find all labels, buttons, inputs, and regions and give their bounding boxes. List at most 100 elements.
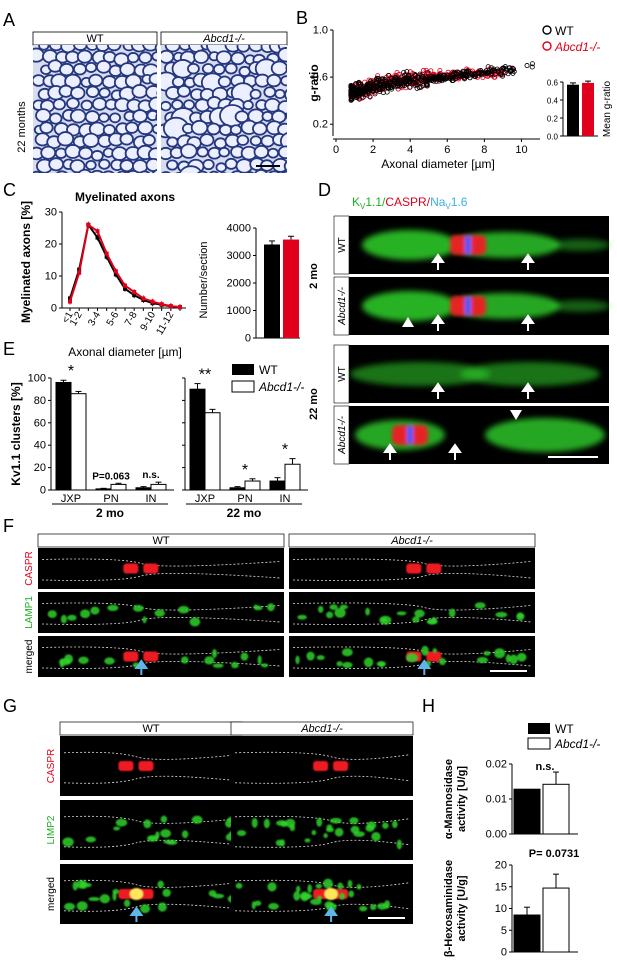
axon-cross-section (151, 168, 157, 173)
axon-outline (41, 602, 281, 611)
kv11-internode (550, 239, 610, 251)
panel-letter-f: F (3, 516, 14, 536)
stain-kv-rest: 1.1/ (365, 195, 386, 209)
lysosome-puncta (509, 654, 518, 665)
d-red-signal (392, 425, 428, 445)
axon-cross-section (155, 112, 157, 122)
b-scatter-point (372, 83, 378, 89)
b-scatter-point (433, 79, 439, 85)
nav16-node (465, 236, 471, 254)
histo-wt-axons (33, 45, 157, 173)
axon-cross-section (249, 135, 262, 147)
lysosome-puncta (339, 892, 346, 900)
caspr-paranode (313, 761, 329, 771)
d-row-label-box (333, 344, 350, 404)
b-scatter-x-tick-label: 4 (407, 144, 413, 156)
b-scatter-point (443, 76, 449, 82)
lysosome-puncta (326, 611, 334, 619)
axon-cross-section (178, 165, 203, 173)
caspr-paranode (118, 889, 134, 899)
d-row-label-box (333, 276, 350, 336)
arrow-icon (431, 253, 445, 270)
lysosome-puncta (382, 822, 389, 829)
axon-cross-section (261, 110, 274, 122)
axon-cross-section (180, 143, 198, 159)
lysosome-puncta (427, 618, 438, 625)
lysosome-puncta (178, 605, 190, 614)
b-scatter-point (502, 70, 508, 76)
b-scatter-point (529, 61, 535, 67)
lysosome-signal (47, 603, 275, 627)
lysosome-puncta (133, 604, 144, 612)
axon-cross-section (283, 160, 287, 172)
stain-nav: Na (430, 195, 446, 209)
b-scatter-point (424, 83, 430, 89)
lysosome-puncta (349, 817, 359, 825)
b-scatter-point (386, 73, 392, 79)
b-scatter-point (499, 73, 505, 79)
b-scatter-point (507, 65, 513, 71)
b-scatter-point (432, 74, 438, 80)
axon-cross-section (215, 162, 227, 173)
b-scatter-point (367, 94, 373, 100)
axon-cross-section (66, 97, 80, 110)
axon-cross-section (139, 170, 151, 173)
axon-outline (63, 879, 239, 888)
axon-outline (292, 602, 532, 611)
lysosome-puncta (376, 661, 387, 667)
lysosome-puncta (370, 904, 377, 911)
panel-f: WT Abcd1-/- CASPR LAMP1 merged (24, 533, 536, 677)
axon-cross-section (284, 89, 287, 101)
b-scatter-y-tick-label: 0.2 (313, 119, 328, 131)
axon-cross-section (209, 170, 219, 173)
d-red-signal (450, 235, 486, 255)
panel-letter-g: G (3, 696, 17, 716)
histo-cells (161, 45, 287, 173)
b-bar-ko (582, 82, 594, 136)
b-scatter-point (375, 78, 381, 84)
lysosome-puncta (212, 663, 224, 668)
h-bar-0-y-tick-label: 0.02 (486, 759, 507, 771)
axon-outline (41, 558, 281, 567)
lysosome-puncta (231, 661, 239, 669)
b-scatter-point (425, 70, 431, 76)
lysosome-puncta (80, 609, 91, 619)
col-header-ko (288, 533, 536, 548)
axon-cross-section (268, 170, 281, 173)
axon-cross-section (84, 110, 100, 124)
h-bar-ko (542, 783, 570, 835)
h-bar-y-label-2: activity [U/g] (456, 766, 468, 832)
b-scatter-point (372, 91, 378, 97)
axon-cross-section (154, 45, 157, 53)
axon-cross-section (70, 86, 86, 100)
b-scatter-point (348, 97, 354, 103)
axon-cross-section (78, 146, 94, 160)
histo-ko-axons (161, 45, 287, 173)
legend-b-wt: WT (555, 24, 574, 38)
axon-cross-section (80, 99, 93, 111)
caspr-paranode (118, 761, 134, 771)
axon-cross-section (231, 170, 244, 173)
lysosome-puncta (204, 656, 215, 665)
lysosome-puncta (505, 654, 511, 663)
b-scatter-point (368, 82, 374, 88)
b-scatter-point (389, 86, 395, 92)
axon-outline (41, 573, 281, 581)
axon-cross-section (166, 159, 179, 171)
caspr-paranode (406, 563, 422, 574)
lysosome-puncta (268, 902, 279, 910)
micrograph-background (60, 800, 242, 860)
c-line-y-tick-label: 0 (51, 303, 57, 315)
b-scatter-point (377, 88, 383, 94)
axon-cross-section (166, 136, 179, 148)
b-scatter-x-tick-label: 0 (333, 144, 339, 156)
h-bar-1-y-tick-label: 15 (495, 881, 507, 893)
lysosome-puncta (483, 650, 491, 656)
lysosome-puncta (99, 894, 111, 904)
lysosome-puncta (336, 661, 343, 667)
axon-cross-section (285, 64, 287, 72)
b-scatter-point (366, 77, 372, 83)
col-header-ko (230, 721, 414, 736)
lysosome-puncta (326, 824, 333, 831)
